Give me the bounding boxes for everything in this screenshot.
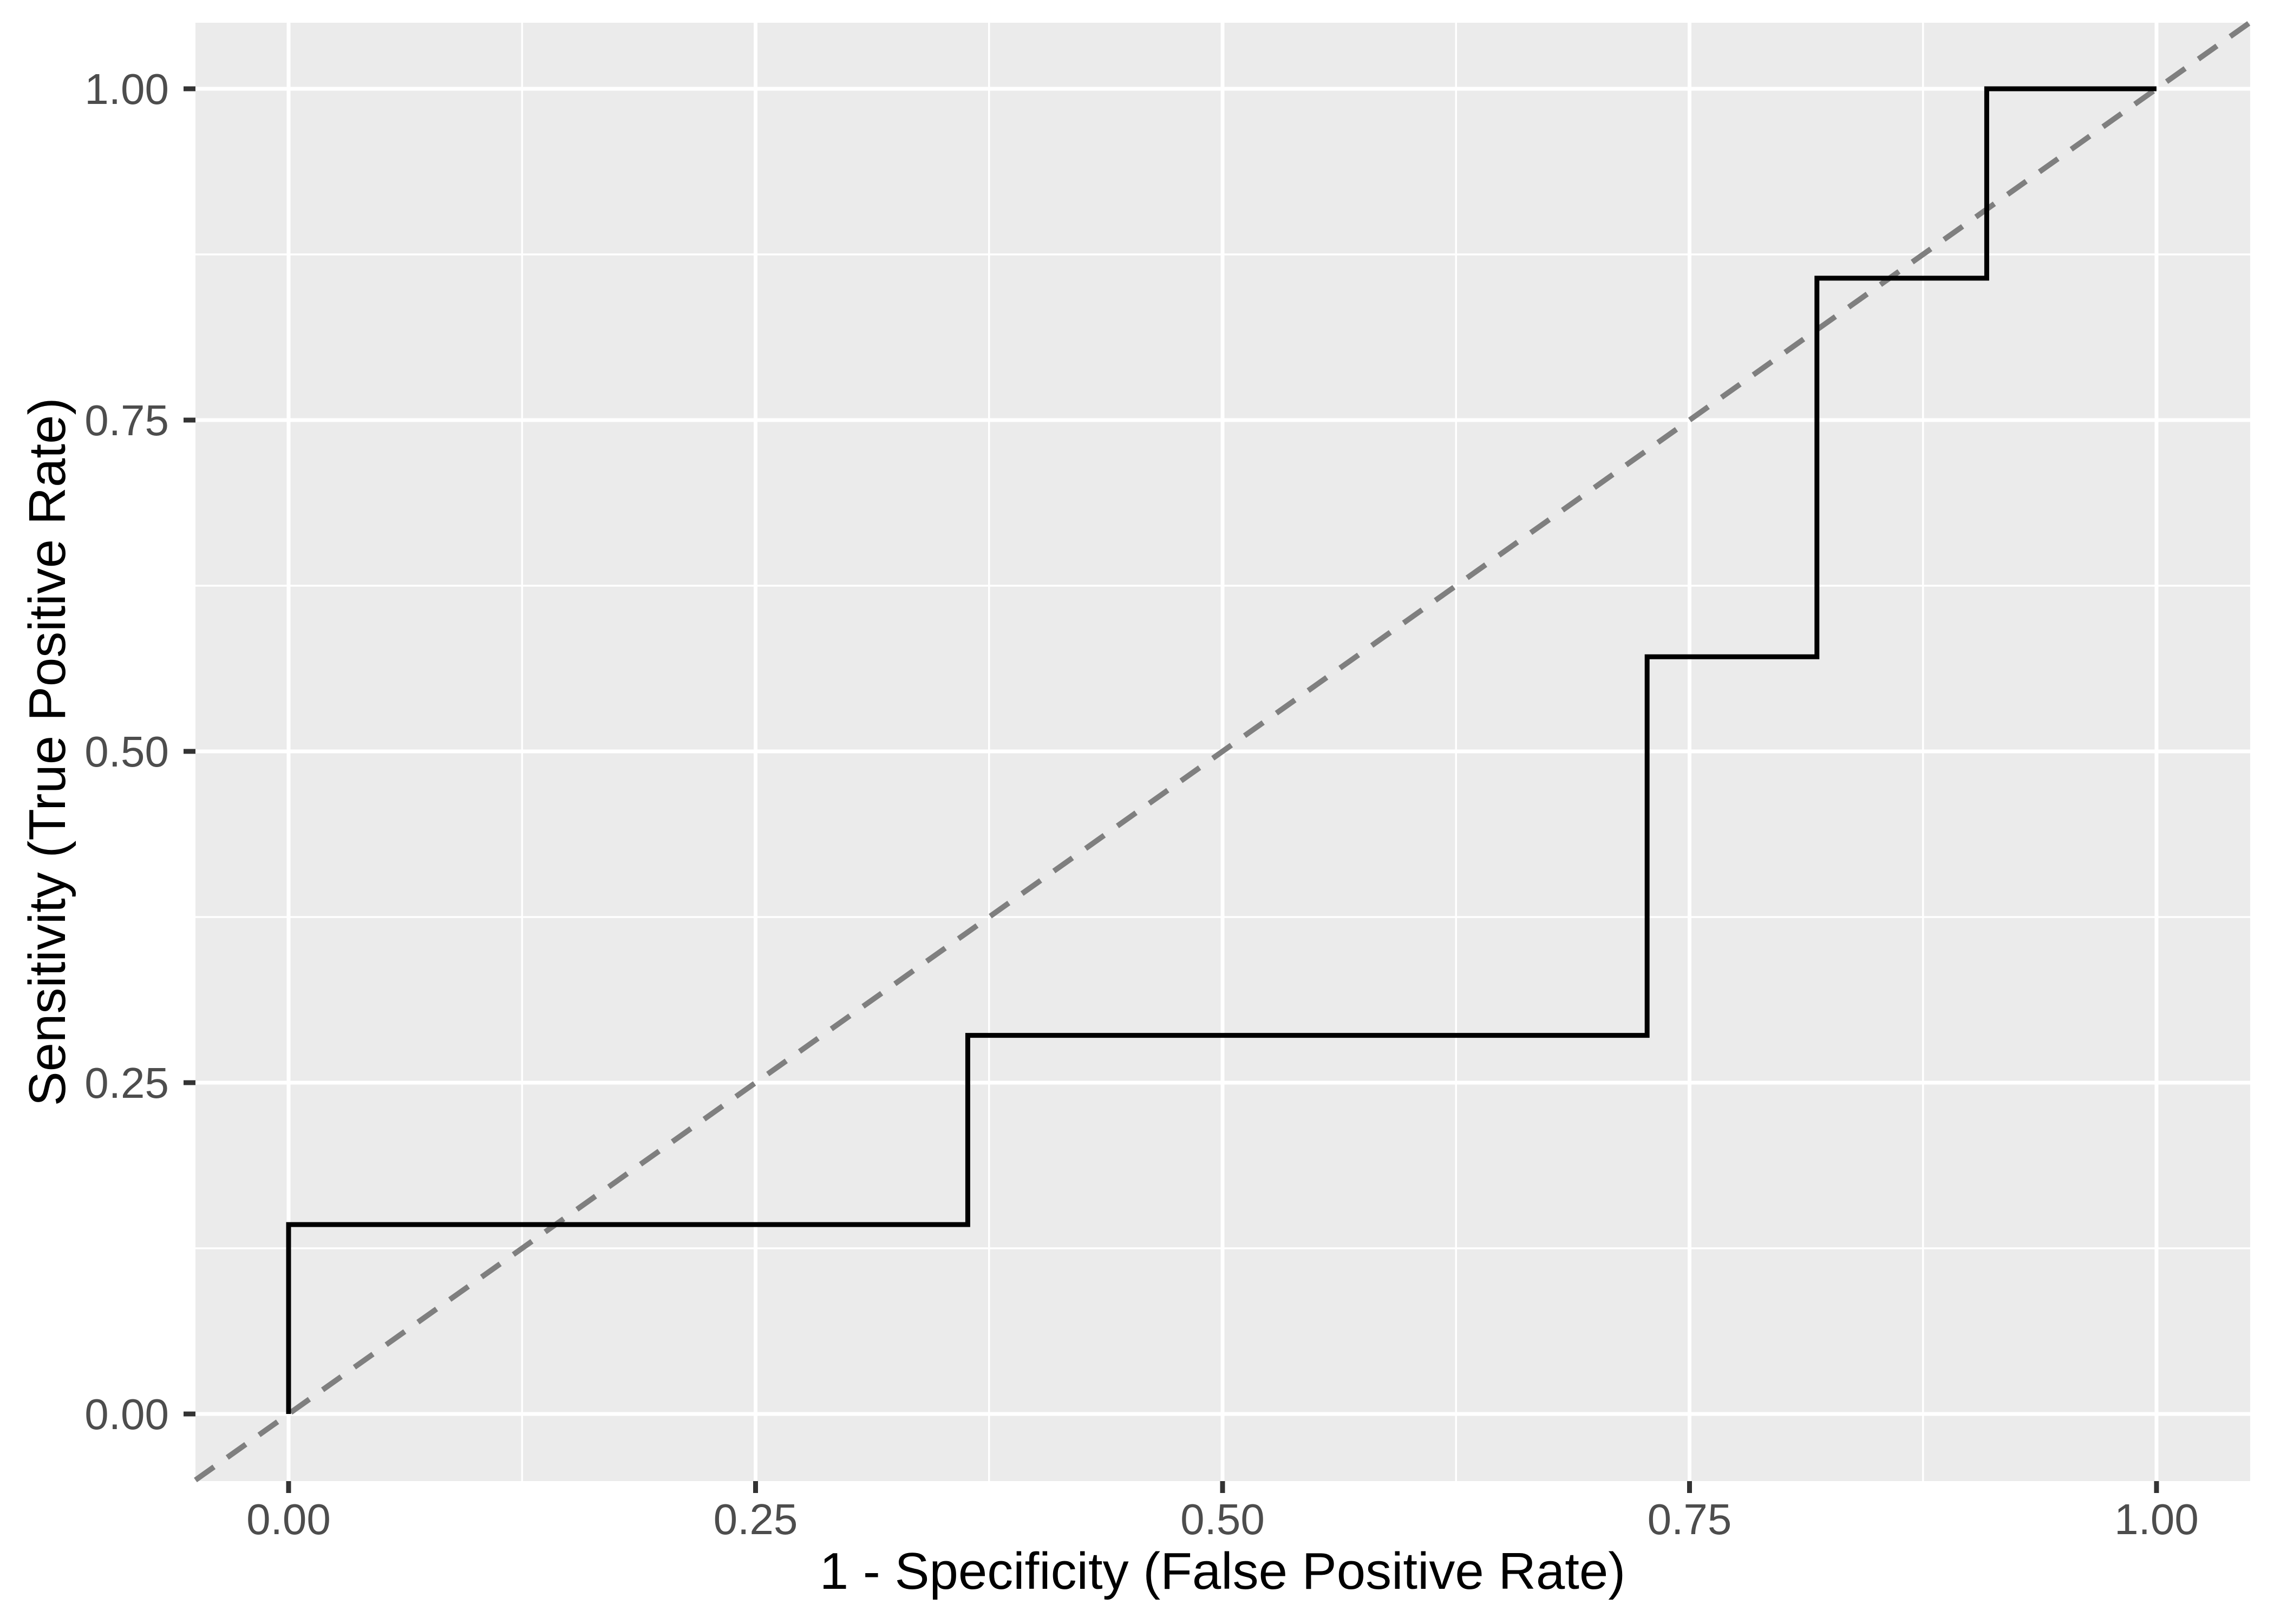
x-tick-label: 1.00: [2114, 1495, 2199, 1543]
x-tick-label: 0.75: [1648, 1495, 1732, 1543]
y-axis-tick-labels: 0.00 0.25 0.50 0.75 1.00: [84, 65, 169, 1438]
y-tick-label: 0.50: [84, 728, 169, 776]
y-axis-title: Sensitivity (True Positive Rate): [18, 398, 76, 1106]
axis-tick-marks: [184, 86, 2159, 1493]
chance-diagonal: [194, 20, 2251, 1483]
y-tick-label: 0.75: [84, 396, 169, 444]
x-tick-label: 0.00: [246, 1495, 331, 1543]
y-tick-label: 0.25: [84, 1059, 169, 1107]
y-tick-label: 1.00: [84, 65, 169, 113]
roc-curve-line: [286, 86, 2157, 1414]
roc-step-path: [286, 86, 2157, 1414]
chance-diagonal-line: [194, 20, 2251, 1483]
y-tick-label: 0.00: [84, 1390, 169, 1438]
x-tick-label: 0.50: [1180, 1495, 1265, 1543]
x-tick-label: 0.25: [714, 1495, 798, 1543]
x-axis-tick-labels: 0.00 0.25 0.50 0.75 1.00: [246, 1495, 2199, 1543]
x-axis-title: 1 - Specificity (False Positive Rate): [820, 1542, 1625, 1600]
